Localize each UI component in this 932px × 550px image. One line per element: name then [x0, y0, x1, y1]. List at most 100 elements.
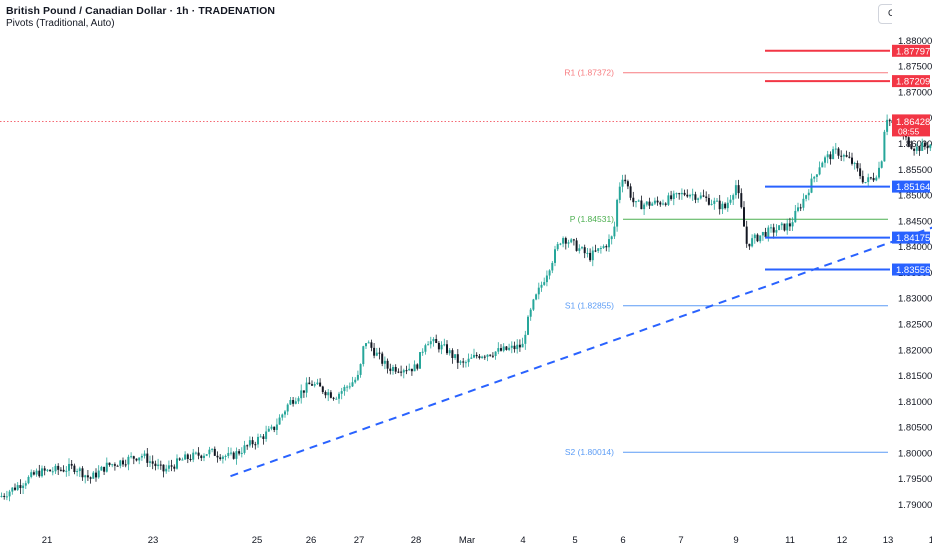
pivot-label-s1: S1 (1.82855) — [565, 301, 614, 311]
candle-body — [254, 444, 257, 446]
candle-body — [813, 176, 816, 179]
candle-body — [864, 182, 867, 184]
candle-body — [0, 495, 3, 497]
support-level-tag — [892, 180, 930, 193]
y-tick-label: 1.79500 — [898, 474, 932, 485]
candle-body — [737, 185, 740, 194]
candle-body — [818, 167, 821, 175]
candle-body — [664, 203, 667, 205]
candle-body — [54, 465, 57, 472]
x-tick-label: 7 — [678, 535, 683, 546]
candle-body — [275, 424, 278, 430]
candle-body — [437, 342, 440, 350]
candle-body — [73, 465, 76, 472]
candle-body — [108, 462, 111, 465]
candle-body — [216, 455, 219, 458]
candle-body — [751, 238, 754, 247]
current-price-label: 1.86428 — [896, 117, 930, 128]
candle-body — [583, 247, 586, 254]
candle-body — [297, 398, 300, 402]
x-tick-label: 9 — [733, 535, 738, 546]
y-tick-label: 1.84000 — [898, 242, 932, 253]
candle-body — [815, 174, 818, 177]
candle-body — [581, 247, 583, 249]
candle-body — [103, 466, 106, 472]
candle-body — [43, 468, 46, 471]
candle-body — [97, 470, 100, 478]
candle-body — [154, 463, 157, 467]
candle-body — [332, 397, 335, 399]
candle-body — [211, 448, 214, 450]
candle-body — [165, 468, 168, 472]
candle-body — [167, 465, 170, 469]
candle-body — [294, 401, 297, 404]
candle-body — [775, 230, 778, 233]
candle-body — [923, 142, 926, 147]
candle-body — [840, 155, 843, 157]
candle-body — [356, 374, 359, 380]
candle-body — [656, 200, 659, 203]
candle-body — [805, 195, 808, 199]
candle-body — [292, 400, 295, 404]
candle-body — [740, 193, 743, 208]
candle-body — [632, 197, 635, 203]
candle-body — [826, 154, 829, 158]
candle-body — [119, 460, 122, 466]
candle-body — [410, 368, 413, 372]
candle-body — [194, 452, 197, 454]
candle-body — [130, 456, 133, 458]
candle-body — [888, 119, 891, 121]
candle-body — [122, 460, 124, 465]
candle-body — [756, 234, 759, 242]
candle-body — [470, 357, 473, 359]
candle-body — [929, 144, 932, 149]
candle-body — [397, 371, 400, 373]
candle-body — [778, 225, 781, 231]
bar-countdown: 08:55 — [898, 126, 920, 136]
candle-body — [238, 451, 241, 454]
candle-body — [159, 464, 162, 466]
candle-body — [70, 463, 73, 466]
y-tick-label: 1.85500 — [898, 165, 932, 176]
candle-body — [46, 469, 49, 471]
candle-body — [567, 242, 570, 244]
candle-body — [802, 198, 805, 208]
candle-body — [878, 167, 880, 178]
candle-body — [645, 201, 648, 205]
candle-body — [365, 343, 367, 347]
candle-body — [516, 344, 519, 350]
support-level-label: 1.84175 — [896, 233, 930, 244]
candle-body — [624, 179, 627, 182]
indicator-label[interactable]: Pivots (Traditional, Auto) — [6, 18, 115, 29]
candle-body — [181, 459, 184, 461]
candle-body — [915, 146, 918, 151]
candle-body — [513, 345, 516, 350]
candle-body — [232, 452, 235, 459]
candle-body — [340, 391, 343, 394]
candle-body — [124, 464, 127, 466]
candle-body — [335, 398, 338, 400]
candle-body — [95, 472, 97, 478]
candle-body — [610, 236, 613, 240]
candle-body — [821, 162, 824, 168]
candle-body — [281, 414, 284, 418]
y-tick-label: 1.86000 — [898, 139, 932, 150]
candle-body — [89, 477, 92, 479]
candle-body — [842, 155, 845, 157]
x-tick-label: 21 — [42, 535, 53, 546]
candle-body — [375, 352, 378, 356]
candle-body — [11, 487, 14, 492]
candle-body — [759, 235, 762, 242]
y-tick-label: 1.81000 — [898, 397, 932, 408]
candle-body — [729, 199, 732, 203]
candle-body — [78, 468, 81, 472]
candle-body — [483, 356, 486, 358]
candle-body — [589, 252, 592, 261]
candles — [0, 114, 932, 502]
candle-body — [329, 392, 332, 398]
trendline[interactable] — [230, 136, 932, 478]
candle-body — [602, 246, 605, 248]
candle-body — [537, 287, 540, 295]
y-tick-label: 1.79000 — [898, 500, 932, 511]
